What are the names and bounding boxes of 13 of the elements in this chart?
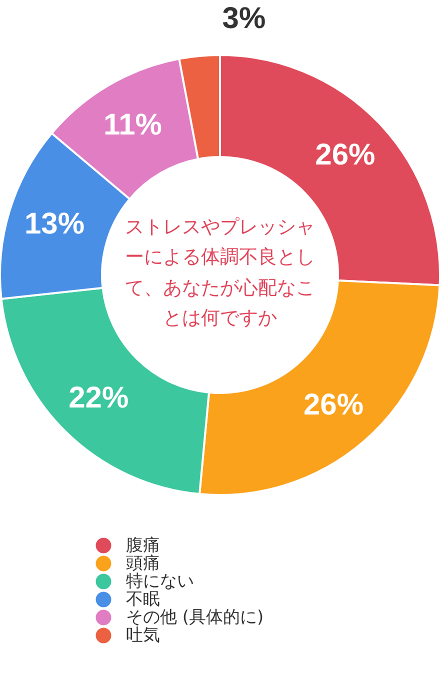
- data-label: 26%: [303, 388, 364, 422]
- data-label: 13%: [24, 208, 85, 241]
- data-label: 3%: [222, 2, 266, 36]
- text: ストレスやプレッシャーによる体調不良として、あなたが心配なことは何ですか: [124, 215, 316, 332]
- legend-label: 特にない: [126, 572, 194, 592]
- legend-label: 不眠: [126, 590, 160, 610]
- legend-label: 頭痛: [126, 554, 160, 574]
- legend-label: 吐気: [126, 626, 160, 646]
- data-label: 11%: [104, 108, 162, 142]
- legend-label: その他 (具体的に): [126, 608, 264, 628]
- data-label: 22%: [68, 381, 129, 414]
- data-label: 26%: [315, 138, 376, 172]
- legend-label: 腹痛: [126, 536, 160, 556]
